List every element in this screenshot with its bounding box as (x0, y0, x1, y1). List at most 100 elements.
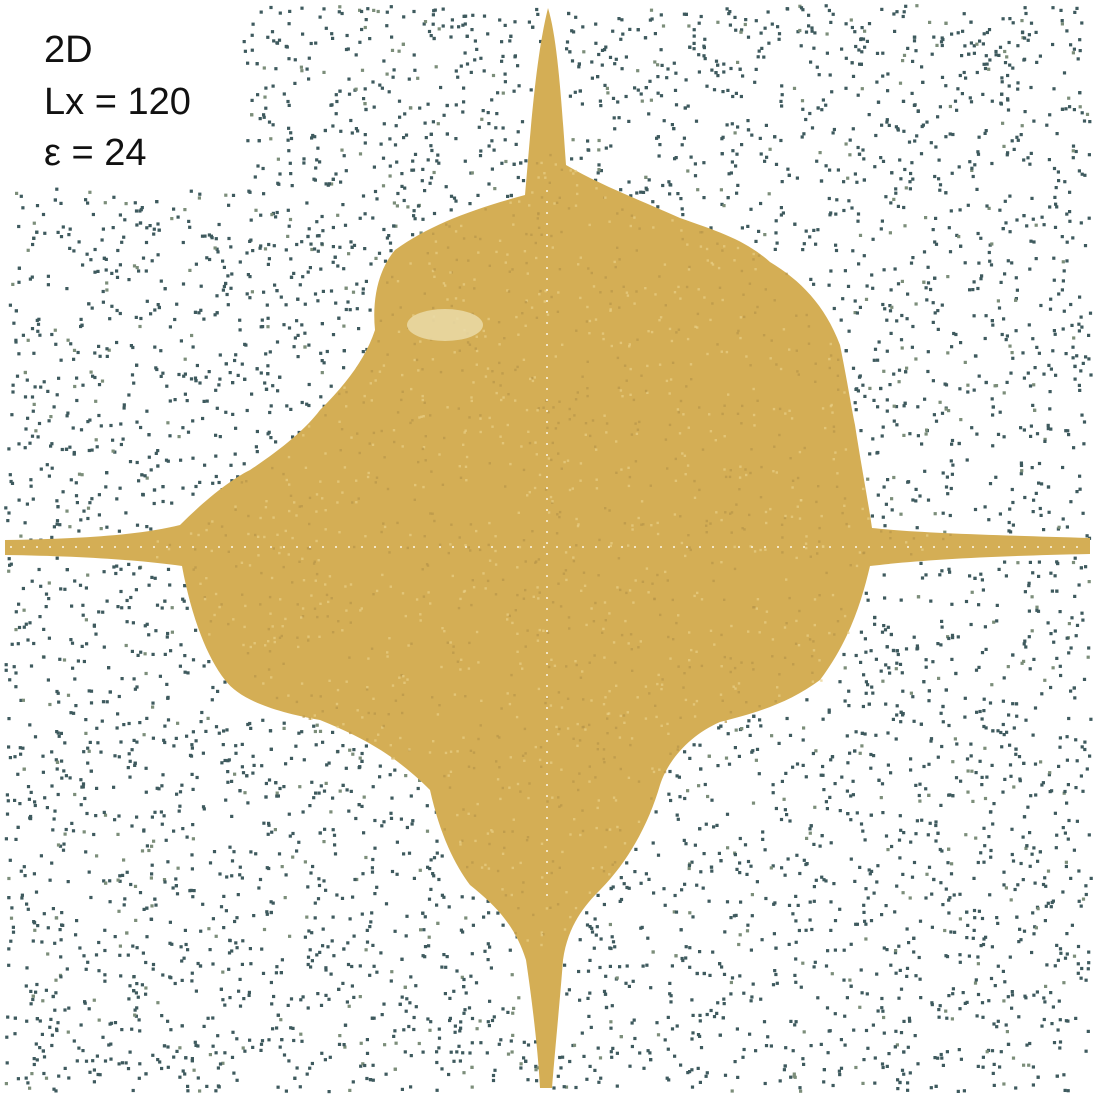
gas-particle (287, 812, 291, 816)
gas-particle (489, 966, 493, 970)
gas-particle (1011, 356, 1015, 360)
gas-particle (251, 771, 255, 775)
gas-particle (296, 355, 300, 359)
gas-particle (1087, 216, 1091, 220)
gas-particle (467, 1006, 472, 1010)
gas-particle (284, 873, 288, 877)
cluster-particle (551, 601, 555, 604)
cluster-particle (551, 500, 554, 503)
gas-particle (326, 945, 330, 949)
gas-particle (121, 873, 125, 877)
cluster-particle (693, 496, 697, 499)
gas-particle (851, 366, 856, 370)
gas-particle (1064, 1019, 1068, 1023)
gas-particle (801, 1057, 805, 1061)
gas-particle (1048, 390, 1052, 394)
gas-particle (822, 1068, 826, 1072)
gas-particle (904, 186, 908, 190)
gas-particle (938, 1004, 942, 1008)
cluster-particle (501, 372, 504, 375)
gas-particle (850, 61, 854, 65)
gas-particle (278, 172, 282, 176)
gas-particle (145, 226, 149, 230)
gas-particle (787, 903, 792, 907)
cluster-particle (377, 340, 380, 343)
cluster-particle (666, 579, 669, 582)
cluster-particle (674, 479, 678, 482)
gas-particle (166, 696, 170, 700)
gas-particle (1047, 363, 1051, 367)
gas-particle (7, 569, 11, 573)
gas-particle (8, 473, 12, 477)
gas-particle (454, 103, 458, 107)
gas-particle (939, 711, 943, 715)
gas-particle (306, 270, 310, 274)
gas-particle (122, 403, 126, 407)
gas-particle (1052, 166, 1057, 171)
gas-particle (221, 259, 225, 263)
gas-particle (500, 59, 504, 63)
gas-particle (159, 810, 163, 814)
gas-particle (211, 917, 215, 921)
gas-particle (912, 936, 916, 940)
gas-particle (238, 260, 242, 264)
gas-particle (391, 75, 395, 79)
gas-particle (24, 984, 28, 988)
gas-particle (45, 806, 49, 810)
gas-particle (697, 70, 701, 74)
gas-particle (935, 43, 939, 47)
gas-particle (227, 236, 231, 241)
gas-particle (364, 279, 368, 283)
gas-particle (18, 746, 22, 750)
gas-particle (89, 895, 93, 900)
gas-particle (138, 221, 143, 225)
cluster-particle (855, 564, 859, 568)
gas-particle (1017, 755, 1022, 759)
gas-particle (701, 886, 705, 890)
gas-particle (741, 74, 745, 78)
gas-particle (991, 405, 995, 409)
gas-particle (373, 818, 377, 823)
gas-particle (151, 962, 156, 967)
gas-particle (1016, 87, 1020, 91)
gas-particle (588, 1064, 592, 1068)
gas-particle (982, 724, 986, 729)
cluster-particle (586, 387, 589, 390)
gas-particle (299, 1032, 303, 1036)
gas-particle (230, 479, 234, 483)
gas-particle (1072, 47, 1076, 51)
gas-particle (266, 35, 270, 39)
gas-particle (627, 984, 631, 988)
gas-particle (842, 208, 846, 213)
gas-particle (4, 668, 8, 672)
cluster-particle (818, 594, 821, 597)
gas-particle (8, 678, 12, 682)
gas-particle (380, 824, 384, 828)
gas-particle (1035, 990, 1039, 994)
gas-particle (448, 996, 452, 1000)
gas-particle (339, 180, 343, 184)
gas-particle (177, 372, 181, 377)
gas-particle (129, 595, 133, 600)
gas-particle (868, 386, 872, 390)
cluster-particle (798, 517, 802, 520)
gas-particle (138, 1029, 142, 1033)
gas-particle (1053, 574, 1057, 578)
gas-particle (734, 28, 738, 32)
gas-particle (965, 458, 969, 462)
cluster-particle (670, 339, 674, 343)
gas-particle (188, 268, 192, 272)
gas-particle (699, 1046, 704, 1050)
gas-particle (63, 741, 67, 745)
gas-particle (159, 349, 163, 353)
gas-particle (246, 139, 250, 143)
gas-particle (819, 773, 823, 777)
gas-particle (266, 316, 270, 320)
gas-particle (408, 1001, 412, 1005)
gas-particle (181, 1069, 185, 1073)
gas-particle (997, 567, 1001, 571)
gas-particle (1049, 427, 1053, 431)
gas-particle (619, 897, 624, 902)
gas-particle (33, 928, 37, 932)
gas-particle (497, 1042, 501, 1046)
